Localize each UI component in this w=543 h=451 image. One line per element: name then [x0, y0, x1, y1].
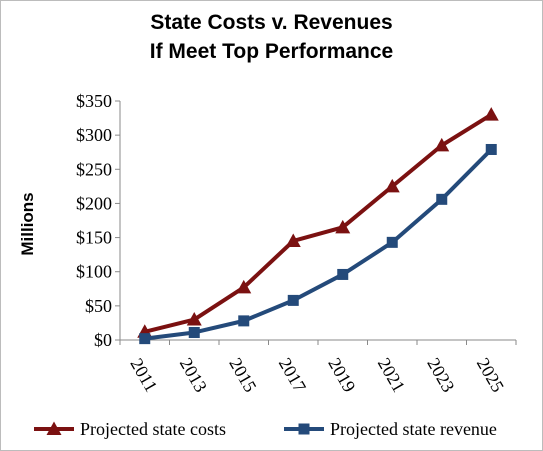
series-1 — [137, 107, 499, 338]
y-tick-labels: $0 $50 $100 $150 $200 $250 $300 $350 — [76, 91, 112, 350]
data-point — [335, 219, 351, 234]
data-point — [384, 178, 400, 193]
data-point — [186, 312, 202, 326]
legend-item-1: Projected state costs — [34, 419, 226, 439]
data-point — [236, 279, 252, 294]
x-tick-labels: 2011 2013 2015 2017 2019 2021 2023 2025 — [126, 354, 508, 395]
legend-marker — [298, 423, 310, 435]
x-tick-label: 2015 — [225, 354, 260, 395]
legend: Projected state costs Projected state rev… — [34, 419, 497, 439]
data-point — [188, 326, 200, 338]
axes — [115, 100, 517, 345]
x-tick-label: 2025 — [473, 354, 508, 395]
chart-title-line-2: If Meet Top Performance — [149, 40, 394, 63]
y-tick-label: $250 — [76, 159, 112, 179]
data-point — [285, 233, 301, 247]
y-tick-label: $100 — [76, 262, 112, 282]
series — [137, 107, 499, 345]
y-tick-label: $300 — [76, 125, 112, 145]
data-point — [337, 268, 349, 280]
y-axis-label: Millions — [18, 192, 37, 255]
chart-title: State Costs v. Revenues If Meet Top Perf… — [0, 8, 543, 66]
y-tick-label: $350 — [76, 91, 112, 111]
x-tick-label: 2023 — [423, 354, 458, 395]
series-line — [144, 148, 493, 341]
x-tick-label: 2019 — [324, 354, 359, 395]
data-point — [434, 137, 450, 152]
legend-item-2: Projected state revenue — [284, 419, 497, 439]
data-point — [436, 193, 448, 205]
series-2 — [139, 143, 497, 345]
data-point — [485, 143, 497, 155]
data-point — [238, 315, 250, 327]
legend-label: Projected state costs — [80, 419, 226, 439]
legend-label: Projected state revenue — [330, 419, 497, 439]
x-tick-label: 2011 — [126, 355, 161, 396]
x-tick-label: 2017 — [275, 354, 310, 395]
data-point — [139, 333, 151, 345]
series-line — [144, 112, 493, 334]
y-tick-label: $200 — [76, 193, 112, 213]
legend-marker — [46, 421, 62, 435]
x-tick-label: 2013 — [176, 354, 211, 395]
x-tick-label: 2021 — [374, 354, 409, 395]
data-point — [386, 236, 398, 248]
y-tick-label: $150 — [76, 228, 112, 248]
y-tick-label: $0 — [94, 330, 112, 350]
data-point — [287, 294, 299, 306]
chart-title-line-1: State Costs v. Revenues — [150, 11, 393, 34]
data-point — [483, 107, 499, 121]
y-tick-label: $50 — [85, 296, 112, 316]
